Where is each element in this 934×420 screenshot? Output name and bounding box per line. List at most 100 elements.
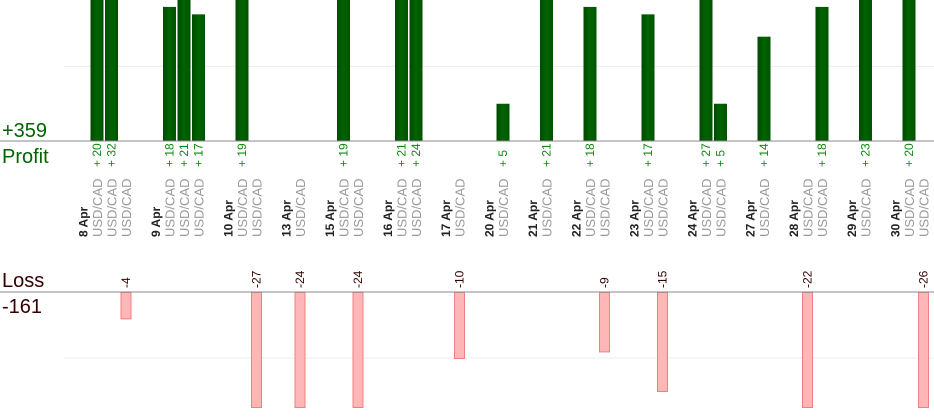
profit-value-label: + 24: [409, 143, 423, 167]
profit-bar: [859, 0, 872, 141]
profit-total: +359: [2, 120, 47, 142]
date-label: 30 Apr: [889, 200, 903, 237]
profit-value-label: + 32: [105, 143, 119, 167]
symbol-label: USD/CAD: [105, 178, 120, 237]
date-label: 28 Apr: [787, 200, 801, 237]
loss-label: Loss: [2, 270, 44, 292]
symbol-label: USD/CAD: [641, 178, 656, 237]
date-label: 20 Apr: [483, 200, 497, 237]
profit-value-label: + 27: [699, 143, 713, 167]
profit-value-label: + 18: [163, 143, 177, 167]
symbol-label: USD/CAD: [801, 178, 816, 237]
profit-value-label: + 14: [757, 143, 771, 167]
symbol-label: USD/CAD: [177, 178, 192, 237]
loss-bar: [657, 292, 668, 392]
loss-value-label: -27: [250, 270, 264, 288]
profit-value-label: + 17: [192, 143, 206, 167]
date-label: 22 Apr: [570, 200, 584, 237]
profit-bar: [757, 36, 771, 142]
profit-bar: [699, 0, 713, 141]
profit-value-label: + 18: [583, 143, 597, 167]
date-label: 23 Apr: [628, 200, 642, 237]
profit-bar: [714, 103, 727, 141]
bars: [90, 0, 929, 408]
profit-label: Profit: [2, 146, 49, 168]
symbol-label: USD/CAD: [699, 178, 714, 237]
profit-bar: [540, 0, 553, 141]
profit-bar: [641, 14, 655, 142]
profit-value-label: + 21: [177, 143, 191, 167]
symbol-label: USD/CAD: [119, 178, 134, 237]
symbol-label: USD/CAD: [163, 178, 178, 237]
date-label: 13 Apr: [280, 200, 294, 237]
date-label: 17 Apr: [439, 200, 453, 237]
profit-value-label: + 19: [235, 143, 249, 167]
symbol-label: USD/CAD: [757, 178, 772, 237]
loss-bar: [352, 292, 364, 408]
date-label: 16 Apr: [381, 200, 395, 237]
loss-bar: [454, 292, 465, 359]
symbol-label: USD/CAD: [902, 178, 917, 237]
date-label: 10 Apr: [222, 200, 236, 237]
profit-value-label: + 18: [815, 143, 829, 167]
profit-bar: [90, 0, 104, 141]
symbol-label: USD/CAD: [235, 178, 250, 237]
date-label: 21 Apr: [526, 200, 540, 237]
loss-bar: [251, 292, 262, 408]
profit-bar: [583, 6, 597, 142]
loss-value-label: -4: [119, 277, 133, 288]
gridlines: [64, 66, 934, 359]
loss-value-label: -24: [293, 270, 307, 288]
loss-bar: [918, 292, 929, 408]
profit-value-label: + 5: [496, 150, 510, 167]
symbol-label: USD/CAD: [453, 178, 468, 237]
profit-bar: [192, 14, 205, 142]
date-label: 24 Apr: [686, 200, 700, 237]
symbol-label: USD/CAD: [917, 178, 932, 237]
profit-value-label: + 17: [641, 143, 655, 167]
symbol-label: USD/CAD: [496, 178, 511, 237]
profit-value-label: + 20: [90, 143, 104, 167]
loss-bar: [802, 292, 813, 408]
symbol-label: USD/CAD: [598, 178, 613, 237]
date-label: 29 Apr: [845, 200, 859, 237]
symbol-label: USD/CAD: [293, 178, 308, 237]
profit-bar: [395, 0, 408, 141]
profit-bar: [177, 0, 191, 141]
loss-total: -161: [2, 296, 42, 318]
symbol-label: USD/CAD: [815, 178, 830, 237]
profit-bar: [163, 6, 176, 142]
symbol-label: USD/CAD: [250, 178, 265, 237]
symbol-label: USD/CAD: [859, 178, 874, 237]
symbol-label: USD/CAD: [540, 178, 555, 237]
loss-bar: [294, 292, 306, 408]
loss-value-label: -10: [453, 270, 467, 288]
profit-bar: [496, 103, 510, 141]
symbol-label: USD/CAD: [395, 178, 410, 237]
date-label: 9 Apr: [149, 206, 163, 237]
loss-value-label: -9: [598, 277, 612, 288]
loss-bar: [599, 292, 610, 353]
profit-bar: [105, 0, 118, 141]
symbol-label: USD/CAD: [90, 178, 105, 237]
loss-value-label: -22: [801, 270, 815, 288]
date-label: 15 Apr: [323, 200, 337, 237]
symbol-label: USD/CAD: [351, 178, 366, 237]
symbol-label: USD/CAD: [583, 178, 598, 237]
loss-value-label: -26: [917, 270, 931, 288]
profit-bar: [409, 0, 423, 141]
profit-value-label: + 20: [902, 143, 916, 167]
symbol-label: USD/CAD: [337, 178, 352, 237]
profit-bar: [902, 0, 916, 141]
profit-bar: [337, 0, 350, 141]
date-label: 27 Apr: [744, 200, 758, 237]
symbol-label: USD/CAD: [192, 178, 207, 237]
profit-value-label: + 21: [540, 143, 554, 167]
profit-value-label: + 5: [714, 150, 728, 167]
profit-value-label: + 21: [395, 143, 409, 167]
loss-value-label: -24: [351, 270, 365, 288]
profit-bar: [815, 6, 829, 142]
profit-bar: [235, 0, 249, 141]
